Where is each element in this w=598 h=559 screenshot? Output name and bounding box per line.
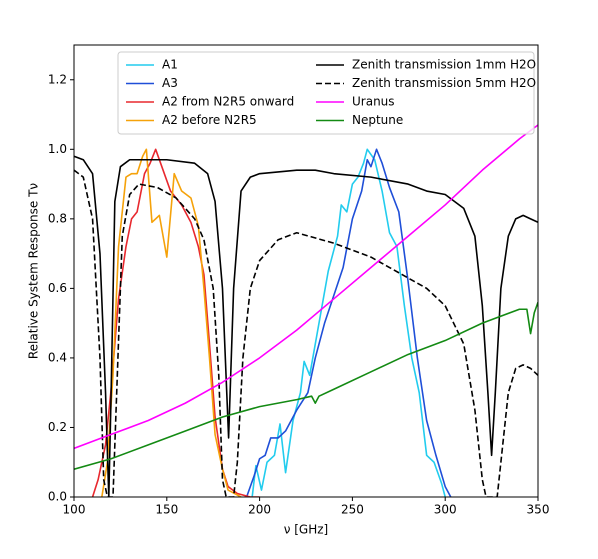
- series-line: [74, 124, 538, 450]
- series-line: [74, 169, 538, 497]
- x-tick-label: 150: [155, 503, 178, 517]
- y-tick-label: 0.6: [48, 281, 67, 295]
- y-axis-label: Relative System Response Tν: [27, 183, 41, 360]
- series-line: [101, 148, 242, 497]
- series-line: [74, 302, 538, 470]
- series-line: [245, 148, 452, 497]
- series-line: [74, 155, 538, 497]
- x-tick-label: 350: [527, 503, 550, 517]
- y-tick-label: 0.8: [48, 211, 67, 225]
- legend-label: A3: [162, 76, 178, 90]
- legend-label: A2 from N2R5 onward: [162, 95, 294, 109]
- legend-label: A2 before N2R5: [162, 113, 257, 127]
- legend-label: Neptune: [352, 113, 403, 127]
- x-tick-label: 100: [63, 503, 86, 517]
- plot-frame: [73, 44, 539, 498]
- y-tick-label: 0.4: [48, 350, 67, 364]
- y-tick-label: 0.0: [48, 490, 67, 504]
- y-tick-label: 1.2: [48, 72, 67, 86]
- legend-label: Zenith transmission 5mm H2O: [352, 76, 536, 90]
- legend-label: A1: [162, 58, 178, 72]
- series-line: [251, 148, 446, 497]
- x-tick-label: 250: [341, 503, 364, 517]
- plot-lines: [74, 124, 538, 497]
- y-tick-label: 1.0: [48, 142, 67, 156]
- x-tick-label: 300: [434, 503, 457, 517]
- x-axis-label: ν [GHz]: [284, 523, 329, 537]
- legend-box: [117, 51, 535, 135]
- y-tick-label: 0.2: [48, 420, 67, 434]
- x-tick-label: 200: [248, 503, 271, 517]
- legend-label: Uranus: [352, 95, 395, 109]
- legend-label: Zenith transmission 1mm H2O: [352, 58, 536, 72]
- series-line: [91, 148, 260, 497]
